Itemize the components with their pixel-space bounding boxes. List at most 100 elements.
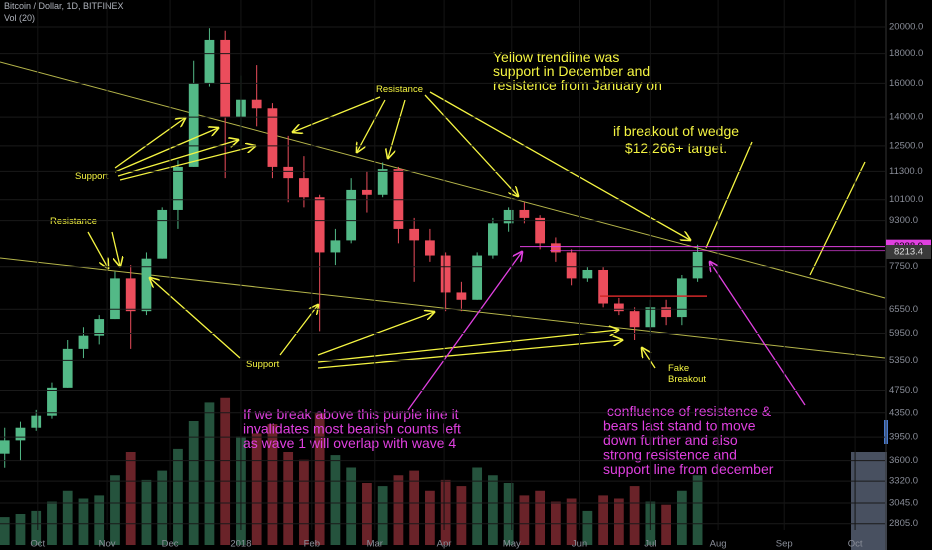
volume-bar bbox=[173, 448, 183, 545]
candle-body bbox=[488, 223, 498, 256]
annotation-text: as wave 1 will overlap with wave 4 bbox=[243, 435, 456, 451]
annotation-text: if breakout of wedge bbox=[613, 123, 739, 139]
arrow bbox=[114, 128, 218, 173]
volume-bar bbox=[566, 498, 577, 545]
y-tick-label: 20000.0 bbox=[889, 21, 923, 32]
volume-bar bbox=[346, 467, 357, 545]
annotation-text: Support bbox=[75, 171, 109, 182]
volume-bar bbox=[377, 486, 388, 545]
x-tick-label: Feb bbox=[304, 539, 320, 550]
volume-bar bbox=[314, 413, 325, 545]
volume-bar bbox=[503, 483, 514, 545]
volume-bar bbox=[94, 495, 105, 545]
candle-body bbox=[535, 217, 546, 244]
volume-bar bbox=[440, 479, 451, 545]
y-tick-label: 11300.0 bbox=[889, 166, 923, 177]
annotation-text: invalidates most bearish counts left bbox=[243, 421, 461, 437]
arrow bbox=[150, 278, 241, 359]
candle-body bbox=[267, 108, 278, 167]
annotation-text: resistence from January on bbox=[493, 77, 662, 93]
x-tick-label: Jun bbox=[572, 539, 587, 550]
volume-bar bbox=[283, 452, 294, 545]
candle-body bbox=[220, 39, 231, 118]
annotation-text: $12,266+ target. bbox=[625, 140, 727, 156]
candle-body bbox=[173, 166, 183, 210]
annotation-text: Yellow trendline was bbox=[493, 49, 619, 65]
volume-bar bbox=[535, 490, 546, 545]
candle-body bbox=[661, 307, 671, 318]
y-tick-label: 14000.0 bbox=[889, 112, 923, 123]
candle-body bbox=[582, 269, 593, 279]
trendline bbox=[0, 61, 886, 299]
annotation-text: Breakout bbox=[668, 374, 706, 385]
chart-title: Bitcoin / Dollar, 1D, BITFINEX bbox=[4, 1, 124, 11]
candle-body bbox=[409, 228, 420, 241]
arrow bbox=[87, 231, 108, 268]
y-tick-label: 18000.0 bbox=[889, 48, 923, 59]
volume-bar bbox=[629, 486, 640, 545]
y-tick-label: 12500.0 bbox=[889, 140, 923, 151]
annotation-text: support in December and bbox=[493, 63, 650, 79]
y-tick-label: 5350.0 bbox=[889, 355, 918, 366]
annotation-text: strong resistence and bbox=[603, 447, 737, 463]
volume-bar bbox=[299, 459, 309, 545]
x-tick-label: Mar bbox=[367, 539, 383, 550]
candle-body bbox=[31, 415, 42, 428]
candles-layer bbox=[0, 28, 703, 468]
volume-bar bbox=[220, 397, 231, 545]
volume-bar bbox=[582, 510, 593, 545]
candle-body bbox=[692, 252, 703, 279]
volume-bar bbox=[661, 504, 671, 545]
candle-body bbox=[393, 169, 404, 229]
volume-bar bbox=[125, 452, 136, 545]
x-tick-label: Sep bbox=[776, 539, 793, 550]
candle-body bbox=[314, 197, 325, 253]
arrow bbox=[388, 99, 406, 158]
y-tick-label: 2805.0 bbox=[889, 518, 918, 529]
candle-body bbox=[613, 303, 624, 312]
x-tick-label: Oct bbox=[848, 539, 863, 550]
candle-body bbox=[519, 209, 530, 218]
annotation-text: Support bbox=[246, 359, 280, 370]
x-tick-label: Aug bbox=[710, 539, 727, 550]
x-tick-label: Dec bbox=[162, 539, 179, 550]
candle-body bbox=[141, 258, 152, 312]
candle-body bbox=[157, 209, 168, 259]
candle-body bbox=[15, 427, 26, 441]
last-price-tag bbox=[886, 245, 931, 260]
candle-body bbox=[566, 252, 577, 279]
candle-body bbox=[283, 166, 294, 179]
candle-body bbox=[188, 83, 199, 167]
volume-bar bbox=[157, 470, 168, 545]
volume-bar bbox=[330, 455, 341, 545]
volume-bar bbox=[676, 490, 687, 545]
volume-bar bbox=[456, 486, 467, 545]
candle-body bbox=[330, 240, 341, 253]
volume-bar bbox=[472, 467, 483, 545]
candle-body bbox=[94, 319, 105, 336]
volume-bar bbox=[0, 517, 10, 545]
x-tick-label: Nov bbox=[99, 539, 116, 550]
y-tick-label: 3045.0 bbox=[889, 497, 918, 508]
volume-bar bbox=[78, 498, 89, 545]
candle-body bbox=[62, 348, 73, 388]
candle-body bbox=[251, 99, 262, 109]
volume-bar bbox=[362, 483, 372, 545]
annotation-text: Resistance bbox=[50, 216, 97, 227]
volume-bar bbox=[15, 514, 26, 545]
volume-bar bbox=[62, 490, 73, 545]
candle-body bbox=[377, 169, 388, 195]
volume-bar bbox=[141, 479, 152, 545]
candle-body bbox=[472, 255, 483, 300]
x-tick-label: 2018 bbox=[230, 539, 251, 550]
y-tick-label: 9300.0 bbox=[889, 215, 918, 226]
arrow bbox=[809, 161, 866, 276]
candle-body bbox=[299, 178, 309, 198]
candle-body bbox=[503, 209, 514, 224]
volume-bar bbox=[393, 475, 404, 545]
x-tick-label: Apr bbox=[437, 539, 452, 550]
annotation-text: bears last stand to move bbox=[603, 418, 756, 434]
candle-body bbox=[0, 440, 10, 454]
volume-bar bbox=[204, 402, 215, 545]
